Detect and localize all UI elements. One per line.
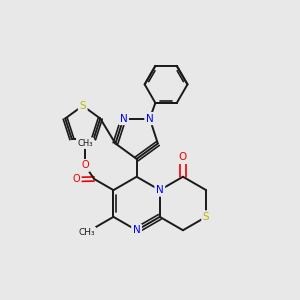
Text: N: N: [156, 185, 164, 195]
Text: O: O: [81, 160, 89, 170]
Text: S: S: [80, 101, 86, 111]
Text: CH₃: CH₃: [78, 228, 95, 237]
Text: N: N: [120, 114, 128, 124]
Text: O: O: [179, 152, 187, 162]
Text: N: N: [133, 225, 140, 235]
Text: O: O: [73, 174, 80, 184]
Text: N: N: [146, 114, 154, 124]
Text: CH₃: CH₃: [77, 139, 93, 148]
Text: S: S: [203, 212, 209, 222]
